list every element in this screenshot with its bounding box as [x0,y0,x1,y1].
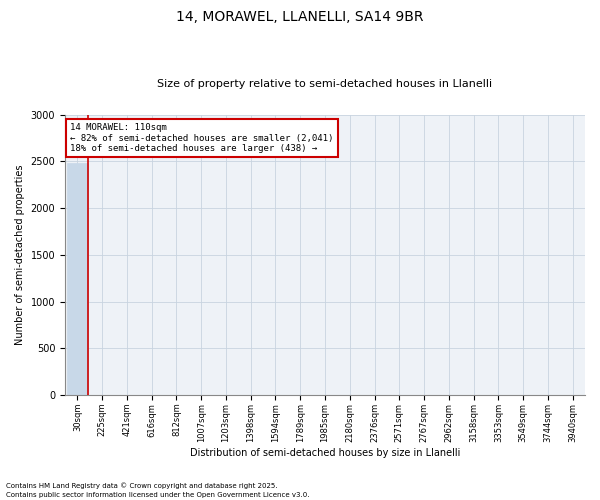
Text: 14, MORAWEL, LLANELLI, SA14 9BR: 14, MORAWEL, LLANELLI, SA14 9BR [176,10,424,24]
Y-axis label: Number of semi-detached properties: Number of semi-detached properties [15,164,25,345]
X-axis label: Distribution of semi-detached houses by size in Llanelli: Distribution of semi-detached houses by … [190,448,460,458]
Text: Contains HM Land Registry data © Crown copyright and database right 2025.: Contains HM Land Registry data © Crown c… [6,482,277,489]
Text: Contains public sector information licensed under the Open Government Licence v3: Contains public sector information licen… [6,492,310,498]
Bar [67,164,88,395]
Text: 14 MORAWEL: 110sqm
← 82% of semi-detached houses are smaller (2,041)
18% of semi: 14 MORAWEL: 110sqm ← 82% of semi-detache… [70,123,334,153]
Title: Size of property relative to semi-detached houses in Llanelli: Size of property relative to semi-detach… [157,79,493,89]
